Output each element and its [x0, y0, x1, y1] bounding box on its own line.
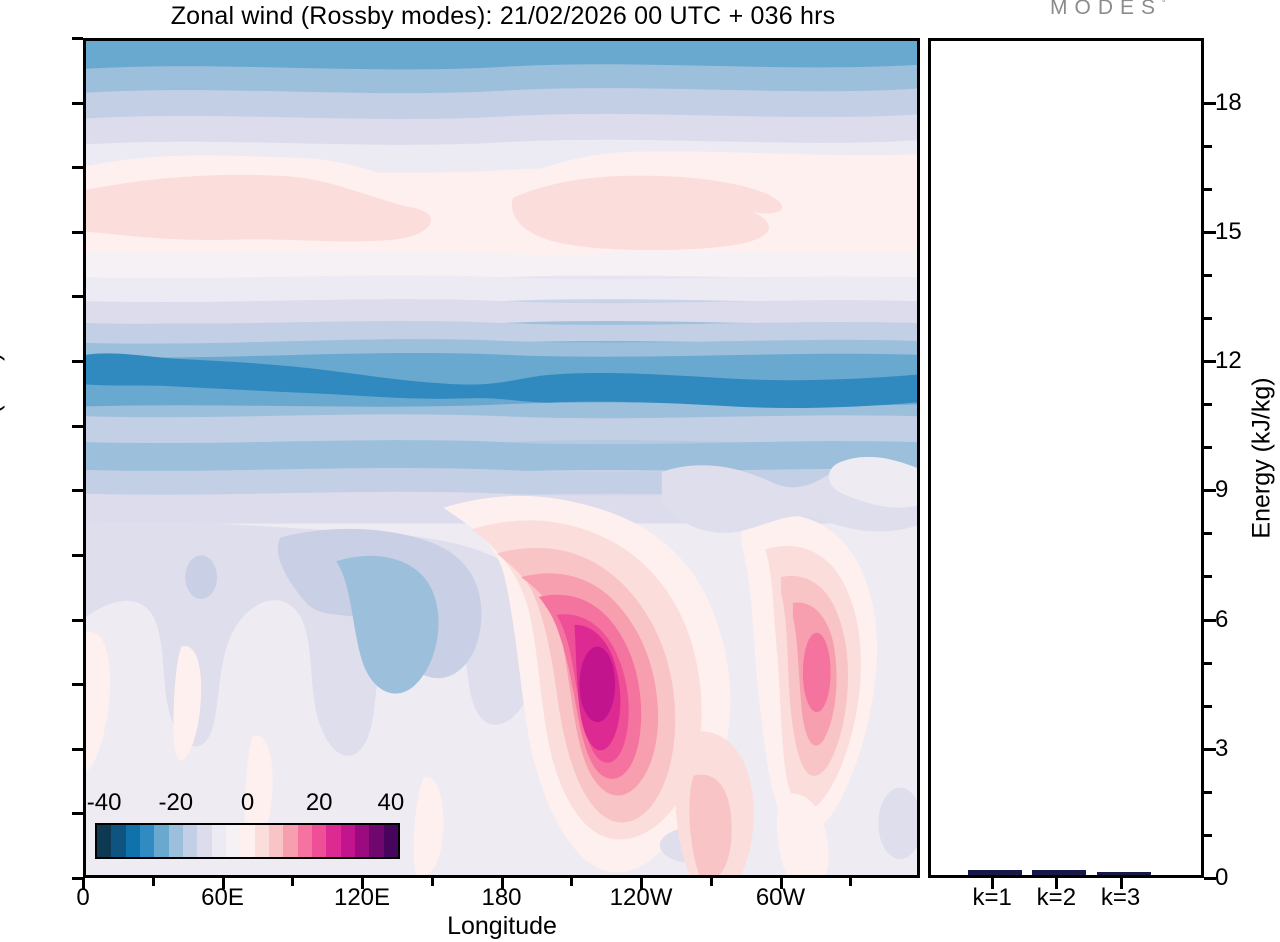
y-axis-tick-mark — [72, 618, 83, 622]
x-axis-minor-tick — [570, 878, 574, 886]
y-axis-tick-mark — [72, 553, 83, 557]
colorbar-label-4: 40 — [377, 789, 405, 816]
zonal-wind-contour-field — [86, 41, 917, 875]
right-axis-tick-mark — [1204, 101, 1216, 105]
right-axis-minor-tick — [1204, 317, 1212, 320]
right-axis-tick-mark — [1204, 747, 1216, 751]
x-axis-tick-mark — [500, 878, 504, 889]
right-axis-minor-tick — [1204, 273, 1212, 277]
right-axis-tick-label: 18 — [1215, 88, 1242, 116]
y-axis-tick-mark — [72, 230, 83, 234]
y-axis-tick-mark — [72, 295, 83, 299]
y-axis-tick-mark — [72, 683, 83, 687]
y-axis-tick-mark — [72, 747, 83, 751]
colorbar-swatch — [354, 825, 370, 857]
right-axis-minor-tick — [1204, 790, 1212, 794]
colorbar-swatch — [369, 825, 384, 857]
right-axis-tick-mark — [1204, 618, 1216, 622]
right-axis-tick-label: 0 — [1215, 864, 1229, 891]
colorbar-swatch — [182, 825, 198, 857]
right-axis-tick-mark — [1204, 230, 1216, 234]
contour-svg — [86, 41, 917, 875]
colorbar-swatch — [297, 825, 312, 857]
colorbar-tick-labels: -40 -20 0 20 40 — [87, 789, 404, 817]
energy-bars — [931, 41, 1201, 875]
x-axis-tick-mark — [82, 878, 85, 889]
energy-bar — [1096, 872, 1151, 875]
y-axis-tick-mark — [72, 360, 83, 364]
right-axis-minor-tick — [1204, 575, 1212, 579]
colorbar-swatch — [197, 825, 212, 857]
x-axis-minor-tick — [709, 878, 713, 886]
energy-bar — [968, 869, 1023, 875]
right-axis-minor-tick — [1204, 403, 1212, 407]
colorbar-swatch — [168, 825, 183, 857]
y-axis-tick-mark — [72, 101, 83, 105]
x-axis-tick-mark — [779, 878, 783, 889]
x-axis-tick-mark — [221, 878, 225, 889]
colorbar-swatch — [268, 825, 284, 857]
right-axis-tick-label: 3 — [1215, 734, 1229, 762]
colorbar-label-2: 0 — [240, 789, 255, 816]
right-axis-tick-mark — [1204, 877, 1216, 880]
colorbar-swatch — [97, 825, 112, 857]
right-axis-tick-label: 9 — [1215, 476, 1229, 504]
watermark-text: MODES — [1050, 0, 1163, 19]
right-axis-tick-label: 12 — [1215, 347, 1242, 375]
right-axis-minor-tick — [1204, 833, 1212, 837]
x-axis-label: Longitude — [447, 912, 557, 940]
colorbar-swatch — [125, 825, 140, 857]
right-axis-tick-label: 15 — [1215, 217, 1242, 245]
right-axis-minor-tick — [1204, 704, 1212, 708]
x-axis-minor-tick — [430, 878, 434, 886]
colorbar-swatch — [240, 825, 255, 857]
y-axis-tick-mark — [72, 489, 83, 493]
colorbar-label-1: -20 — [158, 789, 194, 816]
right-axis-minor-tick — [1204, 661, 1212, 665]
colorbar-swatch — [139, 825, 155, 857]
y-axis-label: Pressure levels (hPa) — [0, 352, 6, 592]
colorbar-swatch — [154, 825, 169, 857]
colorbar-label-3: 20 — [305, 789, 333, 816]
energy-bar — [1032, 869, 1087, 875]
watermark-degree: ° — [1162, 0, 1166, 8]
colorbar-swatch — [211, 825, 226, 857]
right-axis-minor-tick — [1204, 446, 1212, 450]
k-axis-tick-mark — [1119, 878, 1123, 889]
right-axis-minor-tick — [1204, 532, 1212, 536]
x-axis-tick-mark — [640, 878, 643, 889]
colorbar-label-0: -40 — [86, 789, 122, 816]
x-axis-tick-label: 0 — [76, 884, 90, 911]
colorbar-swatch — [340, 825, 355, 857]
x-axis-minor-tick — [151, 878, 155, 886]
right-axis-tick-mark — [1204, 360, 1216, 364]
y-axis-tick-mark — [72, 812, 83, 816]
energy-bar-panel — [928, 38, 1204, 878]
k-axis-tick-mark — [991, 878, 995, 889]
colorbar-swatch — [225, 825, 241, 857]
contour-plot-panel — [83, 38, 920, 878]
right-axis-minor-tick — [1204, 187, 1212, 191]
right-axis-minor-tick — [1204, 144, 1212, 148]
y-axis-tick-mark — [72, 424, 83, 428]
colorbar-swatch — [326, 825, 341, 857]
colorbar-swatch — [111, 825, 126, 857]
modes-watermark: MODES° — [1050, 0, 1166, 20]
colorbar — [95, 823, 400, 859]
x-axis-minor-tick — [291, 878, 295, 886]
y-axis-tick-mark — [72, 877, 83, 880]
right-axis-tick-mark — [1204, 489, 1216, 493]
y-axis-tick-mark — [72, 37, 83, 40]
colorbar-swatch — [383, 825, 398, 857]
x-axis-minor-tick — [849, 878, 853, 886]
colorbar-swatch — [254, 825, 269, 857]
right-axis-tick-label: 6 — [1215, 605, 1229, 633]
y-axis-tick-mark — [72, 166, 83, 170]
chart-title: Zonal wind (Rossby modes): 21/02/2026 00… — [170, 2, 836, 30]
k-axis-tick-mark — [1055, 878, 1059, 889]
colorbar-swatch — [283, 825, 298, 857]
colorbar-swatch — [311, 825, 327, 857]
right-axis-label: Energy (kJ/kg) — [1247, 377, 1276, 539]
x-axis-tick-mark — [361, 878, 364, 889]
